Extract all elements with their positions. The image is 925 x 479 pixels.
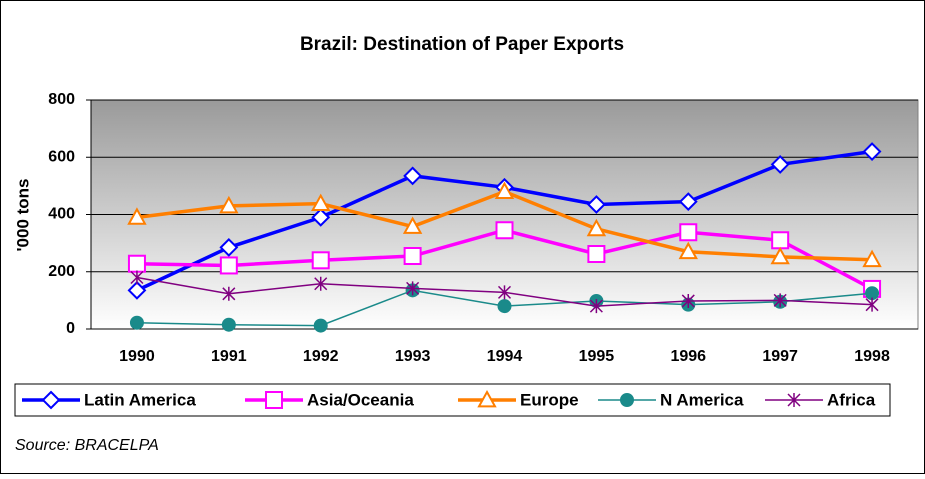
data-point [771,231,790,250]
legend-marker [265,391,283,409]
legend-label: Latin America [84,390,196,409]
data-point [222,286,236,301]
y-tick-label: 800 [48,91,75,108]
data-point [313,318,328,333]
legend-marker [620,393,634,407]
data-point [862,142,882,161]
data-point [219,195,239,214]
data-point [770,246,790,265]
chart-title: Brazil: Destination of Paper Exports [300,34,624,55]
data-point [314,276,328,291]
legend-marker [477,389,497,408]
legend-label: Asia/Oceania [307,390,414,409]
data-point [678,192,698,212]
data-point [494,181,515,199]
y-tick-label: 400 [48,206,75,223]
legend [14,383,891,417]
legend-label: Europe [520,390,579,409]
legend-label: N America [660,390,744,409]
data-point [219,256,238,275]
legend-marker [41,390,61,410]
data-point [589,299,603,314]
x-tick-label: 1993 [395,348,431,365]
y-tick-label: 0 [66,320,75,337]
data-point [862,249,882,268]
data-point [865,286,880,301]
data-point [127,207,147,225]
data-point [127,254,146,273]
data-point [130,270,144,285]
legend-label: Africa [827,390,876,409]
x-tick-label: 1997 [762,348,798,365]
data-point [587,245,606,264]
data-point [129,315,144,330]
data-point [221,317,236,332]
data-point [403,247,422,266]
y-tick-label: 200 [48,263,75,280]
data-point [311,193,331,212]
data-point [403,166,423,186]
data-point [865,297,879,312]
x-tick-label: 1998 [854,348,890,365]
data-point [497,285,512,300]
data-point [681,293,695,308]
data-point [311,251,330,270]
source: Source: BRACELPA [15,437,159,454]
data-point [402,216,423,234]
x-tick-label: 1995 [579,348,615,365]
y-tick-label: 600 [48,148,75,165]
data-point [406,281,420,296]
y-axis-label: '000 tons [13,178,32,251]
x-tick-label: 1990 [119,348,155,365]
data-point [127,280,147,300]
data-point [311,207,331,227]
data-point [586,195,606,214]
x-tick-label: 1994 [487,348,523,365]
data-point [495,221,514,240]
data-point [219,238,239,257]
x-tick-label: 1991 [211,348,247,365]
legend-marker [787,393,801,407]
data-point [497,299,512,314]
data-point [586,218,607,237]
x-tick-label: 1996 [670,348,706,365]
x-tick-label: 1992 [303,348,339,365]
data-point [679,223,698,242]
data-point [773,293,787,308]
data-point [678,241,698,260]
data-point [770,154,790,174]
